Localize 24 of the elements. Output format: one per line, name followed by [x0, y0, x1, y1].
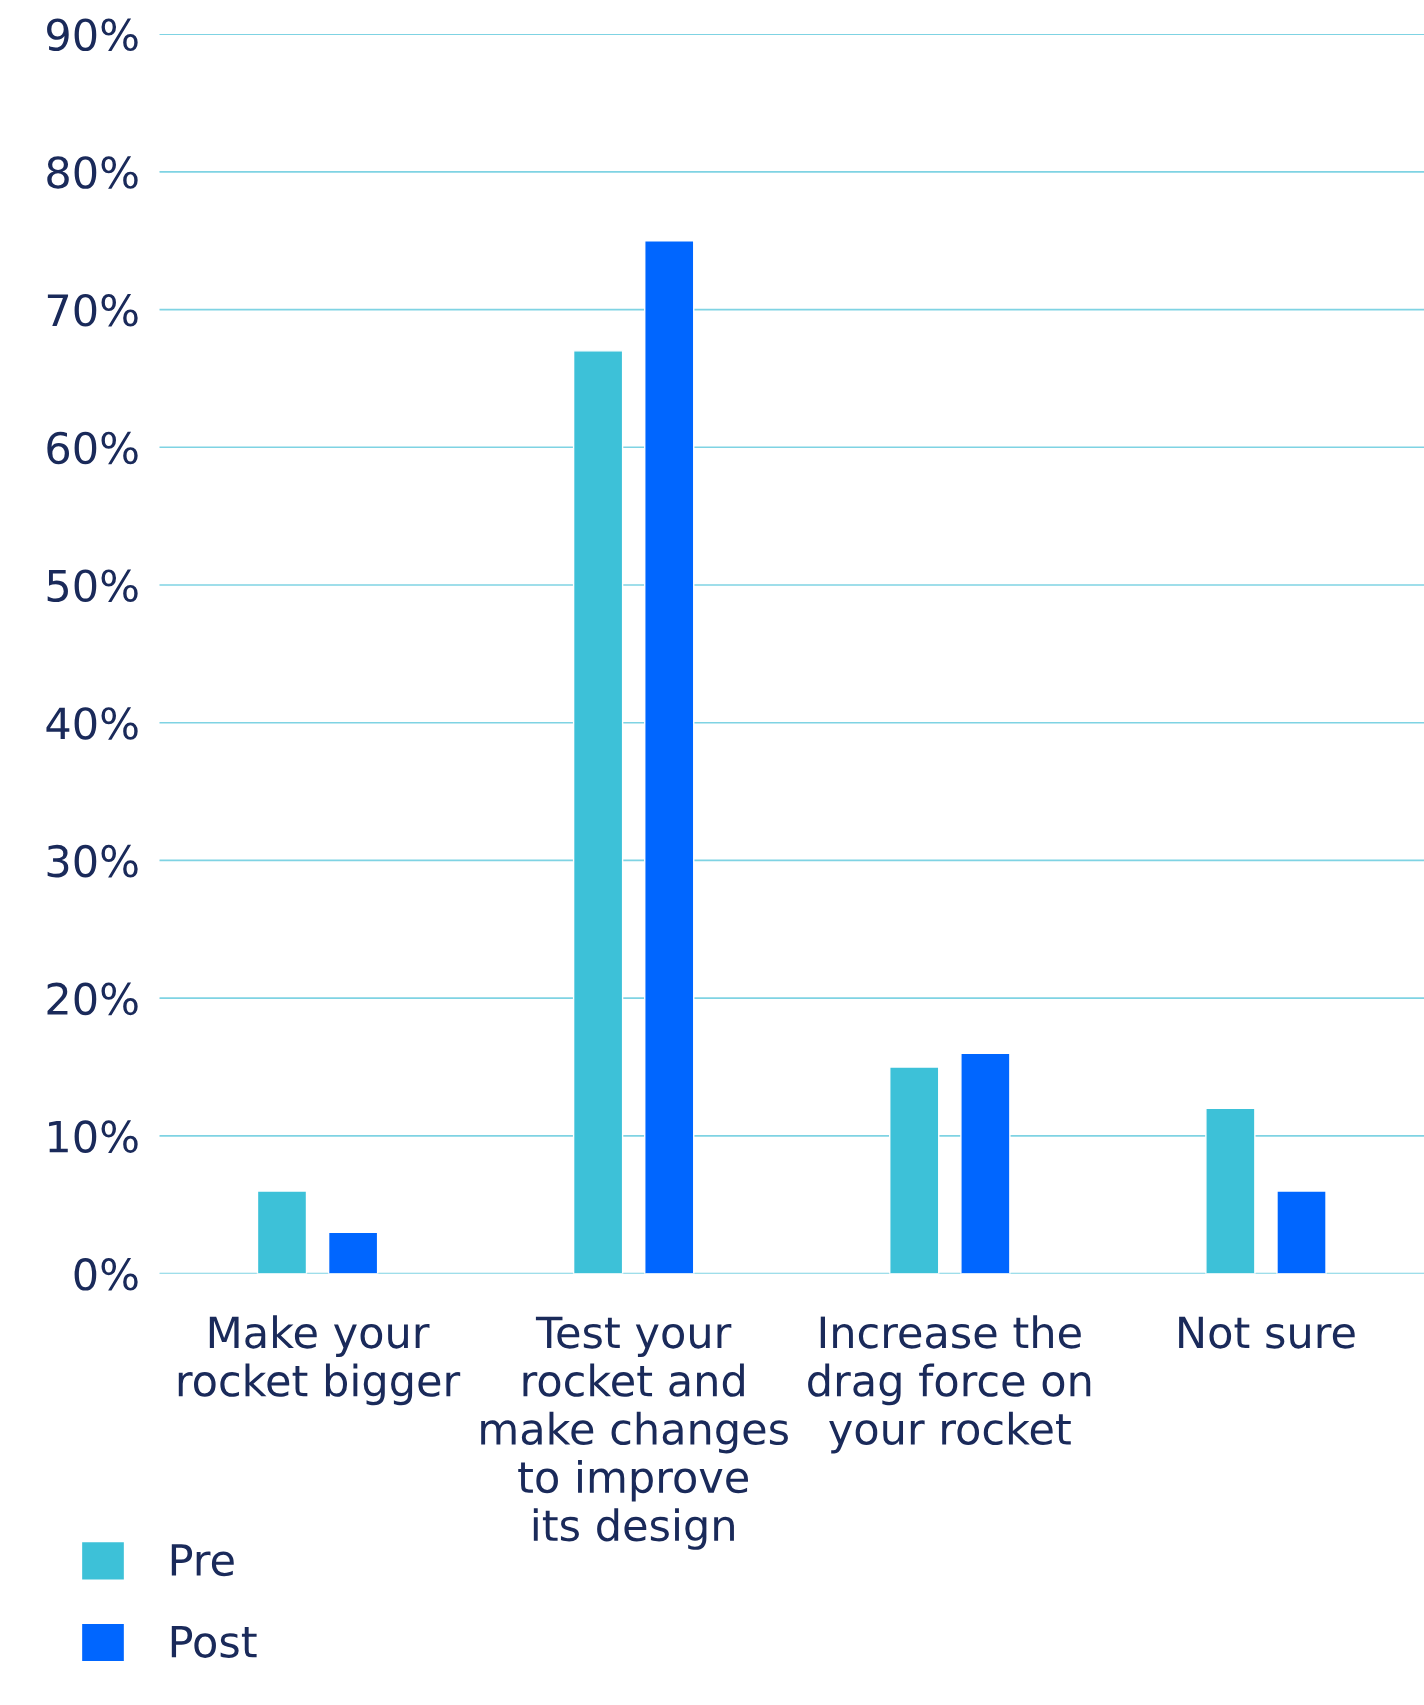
- y-tick-label: 70%: [47, 293, 138, 327]
- bar: [1205, 1107, 1256, 1274]
- y-tick-label: 80%: [47, 156, 138, 189]
- bar: [960, 1052, 1011, 1274]
- y-tick-label: 10%: [49, 1120, 138, 1153]
- legend-label: Post: [171, 1625, 257, 1658]
- bar: [256, 1190, 308, 1274]
- legend-label: Pre: [171, 1544, 234, 1577]
- bar: [572, 350, 624, 1274]
- bar: [1276, 1190, 1327, 1274]
- x-tick-label: Not sure: [1179, 1316, 1355, 1349]
- bar: [327, 1231, 379, 1274]
- bar: [889, 1066, 940, 1274]
- y-tick-label: 30%: [47, 844, 138, 878]
- y-tick-label: 20%: [47, 982, 138, 1016]
- x-tick-label: Increase the drag force on your rocket: [808, 1315, 1091, 1454]
- x-tick-label: Make your rocket bigger: [178, 1315, 461, 1406]
- bar: [644, 239, 695, 1274]
- y-tick-label: 0%: [74, 1258, 138, 1291]
- y-tick-label: 40%: [46, 707, 138, 740]
- x-tick-label: Test your rocket and make changes to improve its design: [481, 1316, 788, 1550]
- y-tick-label: 50%: [47, 569, 138, 602]
- y-tick-label: 90%: [47, 18, 138, 52]
- y-tick-label: 60%: [47, 431, 138, 465]
